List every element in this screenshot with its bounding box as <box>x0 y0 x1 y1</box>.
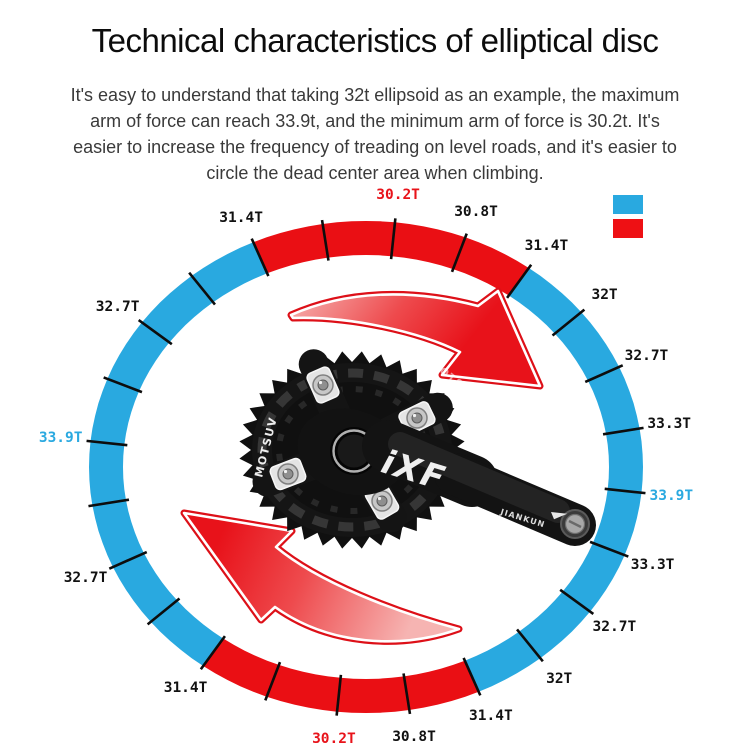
ring-tick-label: 31.4T <box>524 238 569 255</box>
maker-logo-icon <box>551 512 568 520</box>
ring-tick <box>335 674 343 716</box>
ring-segment <box>337 676 410 713</box>
ring-tick-label: 33.3T <box>630 556 675 573</box>
ring-segment <box>150 600 224 666</box>
ring-segment <box>191 242 268 303</box>
ring-segment <box>588 366 640 434</box>
ring-tick-label: 32T <box>546 671 573 688</box>
ring-tick-label: 32.7T <box>592 619 637 636</box>
ring-segment <box>464 631 541 692</box>
color-legend <box>613 195 643 238</box>
ring-tick-label: 31.4T <box>219 209 263 226</box>
ring-tick <box>604 487 646 495</box>
ring-tick <box>551 308 586 337</box>
ring-tick-label: 33.9T <box>38 430 83 447</box>
ring-tick <box>559 588 595 615</box>
ring-segment <box>112 553 178 622</box>
ring-tick <box>86 439 128 447</box>
ring-tick-label: 30.2T <box>312 730 356 747</box>
description-line: It's easy to understand that taking 32t … <box>70 85 680 105</box>
ring-tick-label: 33.9T <box>649 487 694 504</box>
ring-tick <box>589 540 629 558</box>
ring-tick <box>462 657 482 696</box>
description-line: arm of force can reach 33.9t, and the mi… <box>90 111 660 131</box>
ring-tick-label: 31.4T <box>163 679 208 696</box>
ring-segment <box>253 224 328 274</box>
ring-segment <box>92 500 144 568</box>
ring-tick <box>450 233 468 273</box>
ring-segment <box>391 222 466 270</box>
ring-tick <box>602 426 644 436</box>
ring-tick-label: 32.7T <box>624 347 669 364</box>
ring-segment <box>89 441 126 506</box>
ring-tick <box>108 550 148 570</box>
ring-segment <box>562 543 625 612</box>
ring-segment <box>453 237 529 296</box>
ring-tick-label: 30.8T <box>454 204 498 221</box>
page-title: Technical characteristics of elliptical … <box>91 22 659 59</box>
ring-tick-label: 30.2T <box>376 187 420 204</box>
ring-tick <box>584 364 624 384</box>
ring-tick-label: 32.7T <box>63 570 108 587</box>
ring-tick <box>137 319 173 346</box>
bolt-highlight <box>377 496 382 501</box>
ring-segment <box>508 268 582 334</box>
description-line: easier to increase the frequency of trea… <box>73 137 677 157</box>
ring-tick <box>389 218 397 260</box>
description-line: circle the dead center area when climbin… <box>206 163 544 183</box>
legend-red-swatch <box>613 219 643 238</box>
bolt-highlight <box>412 413 417 418</box>
rotation-arrows <box>180 287 544 645</box>
ring-segment <box>606 428 643 493</box>
ring-tick <box>250 238 270 277</box>
ring-tick <box>188 271 216 306</box>
description-paragraph: It's easy to understand that taking 32t … <box>0 82 750 186</box>
arrow-clockwise-top <box>289 289 542 388</box>
ring-tick-label: 33.3T <box>647 416 692 433</box>
ring-tick <box>264 661 282 701</box>
ring-segment <box>90 378 140 445</box>
crank-arm-highlight <box>388 432 570 523</box>
ring-tick <box>146 597 181 626</box>
ring-tick <box>506 263 533 299</box>
ring-segment <box>592 489 642 556</box>
ring-tick <box>103 376 143 394</box>
ring-tick <box>516 628 544 663</box>
ring-segments <box>89 221 643 713</box>
ring-ticks <box>86 218 646 716</box>
ring-segment <box>141 275 214 343</box>
ring-tick-label: 30.8T <box>392 728 436 745</box>
ring-tick-label: 31.4T <box>469 708 513 725</box>
arrow-clockwise-bottom <box>182 511 461 643</box>
ring-tick <box>88 498 130 508</box>
ring-segment <box>322 221 395 258</box>
bolt-highlight <box>283 469 288 474</box>
ring-segment <box>404 660 479 710</box>
ring-tick <box>199 635 226 671</box>
pedal-bolt-slot <box>568 519 582 529</box>
ring-tick <box>402 673 412 715</box>
ring-segment <box>107 322 170 391</box>
ring-tick-label: 32T <box>591 287 618 304</box>
ring-segment <box>203 638 279 697</box>
ring-tick <box>320 219 330 261</box>
legend-blue-swatch <box>613 195 643 214</box>
ring-tick-label: 32.7T <box>95 298 140 315</box>
ring-segment <box>554 312 620 381</box>
bolt-highlight <box>318 380 323 385</box>
ring-segment <box>266 664 341 712</box>
ring-segment <box>518 591 591 659</box>
